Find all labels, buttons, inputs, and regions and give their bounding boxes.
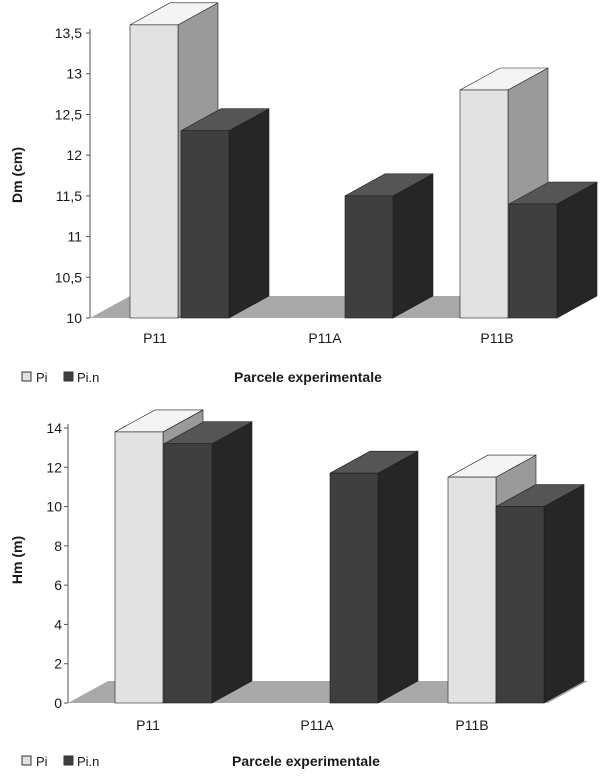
legend: Pi Pi.n: [21, 370, 99, 385]
y-tick-label: 2: [54, 656, 62, 672]
y-tick-label: 13: [66, 66, 82, 82]
bar-pin-p11: [180, 108, 270, 319]
bar-pin-p11a: [344, 173, 434, 319]
y-tick-label: 6: [54, 577, 62, 593]
legend: Pi Pi.n: [21, 754, 99, 769]
y-tick-label: 13,5: [55, 25, 82, 41]
y-axis-title: Dm (cm): [9, 147, 25, 203]
y-tick-label: 12: [46, 459, 62, 475]
y-tick-label: 12,5: [55, 106, 82, 122]
x-category-label: P11B: [455, 717, 488, 733]
y-tick-label: 11: [67, 229, 82, 245]
y-tick-label: 12: [66, 147, 82, 163]
legend-swatch-pin: [63, 755, 74, 766]
y-tick-label: 10,5: [55, 269, 82, 285]
bar-pin-p11: [163, 421, 253, 704]
legend-swatch-pin: [63, 371, 74, 382]
y-tick-label: 10: [66, 310, 82, 326]
legend-label-pin: Pi.n: [77, 754, 99, 769]
legend-swatch-pi: [21, 755, 32, 766]
y-tick-label: 10: [46, 499, 62, 515]
x-category-label: P11A: [308, 330, 342, 346]
bar-pin-p11b: [508, 181, 598, 319]
y-axis-title: Hm (m): [9, 536, 25, 584]
y-tick-label: 8: [54, 538, 62, 554]
chart-hm: 14 12 10 8 6 4 2 0 Hm (m) P11 P11A P11B Pi Pi.n Parcel…: [9, 409, 588, 769]
y-tick-label: 11,5: [56, 188, 82, 204]
bar-pin-p11a: [329, 450, 419, 704]
x-category-label: P11: [143, 330, 167, 346]
legend-label-pin: Pi.n: [77, 370, 99, 385]
x-category-label: P11B: [480, 330, 513, 346]
legend-label-pi: Pi: [36, 370, 48, 385]
x-axis-title: Parcele experimentale: [232, 753, 380, 769]
y-tick-label: 14: [46, 420, 62, 436]
y-tick-label: 4: [54, 616, 62, 632]
bar-pin-p11b: [495, 484, 585, 704]
legend-label-pi: Pi: [36, 754, 48, 769]
y-tick-label: 0: [54, 695, 62, 711]
x-category-label: P11A: [300, 717, 334, 733]
x-axis-title: Parcele experimentale: [234, 369, 382, 385]
legend-swatch-pi: [21, 371, 32, 382]
chart-dm: 13,5 13 12,5 12 11,5 11 10,5 10 Dm (cm) P11 P11A P1…: [9, 2, 598, 385]
x-category-label: P11: [136, 717, 160, 733]
